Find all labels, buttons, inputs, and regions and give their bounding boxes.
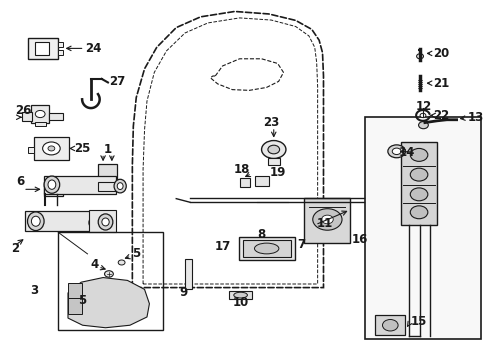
Text: 3: 3 [30, 284, 38, 297]
Bar [238, 237, 294, 260]
Ellipse shape [117, 183, 123, 189]
Circle shape [321, 215, 332, 224]
Text: 11: 11 [316, 217, 332, 230]
Bar [22, 112, 32, 121]
Circle shape [391, 148, 400, 154]
Circle shape [47, 185, 59, 194]
Ellipse shape [233, 292, 247, 298]
Ellipse shape [27, 212, 44, 230]
Text: 26: 26 [15, 104, 32, 117]
Bar [98, 164, 117, 179]
Circle shape [409, 206, 427, 219]
Ellipse shape [102, 218, 109, 226]
Text: 19: 19 [269, 166, 285, 179]
Text: 23: 23 [263, 116, 279, 129]
Polygon shape [267, 158, 279, 165]
Circle shape [409, 148, 427, 161]
Text: 27: 27 [109, 75, 125, 88]
Ellipse shape [114, 179, 126, 193]
Text: 2: 2 [11, 242, 20, 255]
Ellipse shape [98, 214, 113, 230]
Text: 15: 15 [409, 315, 426, 328]
Bar [43, 183, 63, 196]
Text: 21: 21 [432, 77, 448, 90]
Polygon shape [68, 278, 149, 328]
Bar [35, 122, 45, 126]
Circle shape [387, 145, 405, 158]
Circle shape [416, 54, 423, 59]
Text: 13: 13 [467, 112, 483, 125]
Text: 7: 7 [297, 238, 305, 251]
Bar [228, 291, 252, 299]
Bar [27, 38, 58, 59]
Bar [365, 117, 481, 338]
Bar [68, 283, 81, 298]
Bar [417, 49, 422, 51]
Text: 9: 9 [179, 287, 187, 300]
Bar [98, 182, 117, 191]
Ellipse shape [89, 217, 100, 229]
Text: 18: 18 [233, 163, 250, 176]
Text: 5: 5 [132, 247, 141, 260]
Text: 6: 6 [16, 175, 24, 188]
Text: 12: 12 [414, 100, 431, 113]
Circle shape [35, 111, 45, 118]
Bar [255, 176, 268, 186]
Bar [58, 41, 62, 47]
Circle shape [267, 145, 279, 154]
Bar [25, 211, 105, 231]
Ellipse shape [31, 216, 40, 226]
Bar [49, 113, 63, 120]
Ellipse shape [48, 180, 56, 189]
Circle shape [409, 188, 427, 201]
Circle shape [382, 319, 397, 331]
Circle shape [261, 140, 285, 158]
Text: 17: 17 [215, 240, 231, 253]
Circle shape [118, 260, 125, 265]
Ellipse shape [44, 176, 60, 193]
Text: 4: 4 [90, 258, 98, 271]
Bar [28, 147, 34, 153]
Bar [68, 298, 81, 315]
Circle shape [42, 142, 60, 155]
Bar [35, 41, 49, 55]
Circle shape [418, 122, 427, 129]
Bar [43, 176, 116, 194]
Bar [58, 50, 62, 55]
Bar [89, 211, 116, 232]
Text: 10: 10 [232, 296, 248, 309]
Bar [304, 198, 349, 243]
Bar [239, 178, 250, 187]
Bar [58, 232, 163, 330]
Bar [400, 142, 436, 225]
Bar [184, 259, 192, 289]
Bar [34, 137, 69, 160]
Text: 8: 8 [256, 228, 264, 241]
Bar [31, 105, 49, 123]
Text: 24: 24 [85, 42, 102, 55]
Ellipse shape [91, 220, 97, 226]
Text: 5: 5 [78, 294, 86, 307]
Bar [374, 315, 405, 335]
Circle shape [104, 271, 113, 277]
Circle shape [409, 168, 427, 181]
Text: 14: 14 [398, 145, 414, 158]
Text: 22: 22 [432, 109, 448, 122]
Text: 16: 16 [351, 233, 367, 246]
Text: 25: 25 [74, 142, 90, 155]
Ellipse shape [254, 243, 278, 254]
Circle shape [312, 209, 341, 230]
Text: 1: 1 [103, 143, 111, 156]
Circle shape [419, 113, 425, 118]
Bar [242, 240, 290, 257]
Text: 20: 20 [432, 47, 448, 60]
Circle shape [48, 146, 55, 151]
